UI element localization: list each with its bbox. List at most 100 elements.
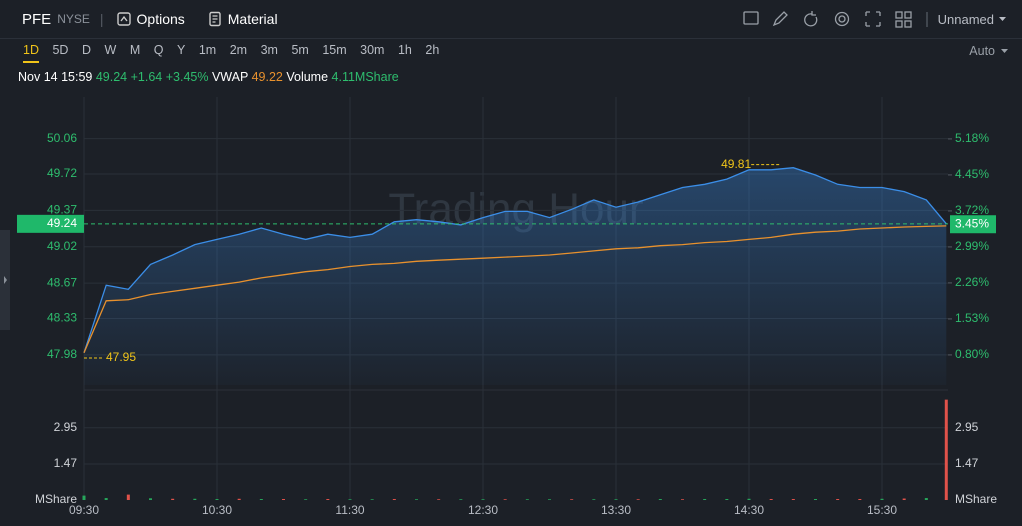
volume-bar xyxy=(703,499,707,500)
x-tick-label: 10:30 xyxy=(202,503,232,517)
line xyxy=(83,167,947,354)
tool-icons xyxy=(742,11,928,28)
volume-bar xyxy=(570,499,574,500)
timeframe-tab[interactable]: 1m xyxy=(198,43,217,57)
volume-bar xyxy=(725,499,729,500)
volume-bar xyxy=(924,498,928,500)
y2-tick-label: 1.53% xyxy=(955,311,989,325)
high-label: 49.81 xyxy=(721,157,751,171)
volume-bar xyxy=(525,499,529,500)
info-price: 49.24 xyxy=(95,70,128,84)
volume-bar xyxy=(326,499,330,500)
volume-bar xyxy=(459,499,463,500)
volume-bar xyxy=(836,499,840,500)
volume-bar xyxy=(614,499,618,500)
volume-tick-label: MShare xyxy=(35,492,77,506)
low-label: 47.95 xyxy=(106,350,136,364)
y2-tick-label: 0.80% xyxy=(955,347,989,361)
volume-bar xyxy=(592,499,596,500)
fullscreen-icon[interactable] xyxy=(864,11,881,27)
line xyxy=(83,225,947,354)
scale-mode[interactable]: Auto xyxy=(969,44,995,58)
timeframe-tab[interactable]: 2h xyxy=(425,43,440,57)
timeframe-tab[interactable]: Y xyxy=(176,43,186,57)
timeframe-bar: 1D 5D D W M Q Y 1m 2m 3m 5m 15m 30m 1h 2h Auto xyxy=(0,38,1022,64)
volume-bar xyxy=(104,498,108,500)
last-price-label: 49.24 xyxy=(47,216,77,230)
volume-bar xyxy=(348,499,352,500)
info-change-pct: +3.45% xyxy=(165,70,209,84)
volume-bar xyxy=(126,494,130,500)
x-tick-label: 12:30 xyxy=(468,503,498,517)
volume-bar xyxy=(658,499,662,500)
timeframe-tab[interactable]: 5m xyxy=(291,43,309,57)
x-tick-label: 15:30 xyxy=(867,503,897,517)
settings-icon[interactable] xyxy=(837,15,846,23)
volume-bar xyxy=(944,399,948,500)
volume-tick-label: 2.95 xyxy=(54,420,78,434)
volume-bar xyxy=(193,498,197,500)
info-volume-label: Volume xyxy=(286,70,329,84)
reset-icon[interactable] xyxy=(803,11,817,27)
options-icon xyxy=(116,12,131,26)
options-button[interactable]: Options xyxy=(136,11,185,27)
timeframe-tab[interactable]: 1D xyxy=(23,39,39,63)
x-tick-label: 13:30 xyxy=(601,503,631,517)
timeframe-tab[interactable]: 30m xyxy=(360,43,385,57)
timeframe-tab[interactable]: 1h xyxy=(397,43,412,57)
info-vwap: 49.22 xyxy=(251,70,283,84)
y2-tick-label: 2.99% xyxy=(955,239,989,253)
volume-bar xyxy=(880,498,884,500)
exchange: NYSE xyxy=(57,12,90,26)
layout-icon[interactable] xyxy=(894,11,903,19)
volume-bar xyxy=(237,498,241,500)
y-tick-label: 49.37 xyxy=(47,203,77,217)
timeframe-tabs: 1D 5D D W M Q Y 1m 2m 3m 5m 15m 30m 1h 2h xyxy=(23,39,453,63)
material-button[interactable]: Material xyxy=(227,11,278,27)
last-price-box xyxy=(17,214,84,233)
symbol[interactable]: PFE xyxy=(22,10,52,28)
y-tick-label: 49.72 xyxy=(47,166,77,180)
x-tick-label: 14:30 xyxy=(734,503,764,517)
volume-bar xyxy=(814,499,817,500)
draw-icon[interactable] xyxy=(772,11,788,27)
timeframe-tab[interactable]: D xyxy=(81,43,91,57)
x-tick-label: 11:30 xyxy=(335,503,364,517)
last-change-box xyxy=(950,215,996,234)
timeframe-tab[interactable]: M xyxy=(129,43,141,57)
volume-tick-label: 1.47 xyxy=(54,456,78,470)
volume-bar xyxy=(282,499,285,500)
y-tick-label: 47.98 xyxy=(47,347,77,361)
info-vwap-label: VWAP xyxy=(211,70,249,84)
timeframe-tab[interactable]: 5D xyxy=(52,43,69,57)
y2-tick-label: 3.72% xyxy=(955,203,989,217)
volume-bar xyxy=(149,498,152,500)
volume-bar xyxy=(548,499,551,500)
info-change: +1.64 xyxy=(130,70,163,84)
indicator-icon[interactable] xyxy=(742,11,759,25)
timeframe-tab[interactable]: Q xyxy=(153,43,164,57)
volume-bar xyxy=(437,499,441,500)
x-tick-label: 09:30 xyxy=(69,503,99,517)
y2-tick-label: 2.26% xyxy=(955,275,989,289)
volume-bar xyxy=(681,499,684,500)
volume-tick-label-right: MShare xyxy=(955,492,997,506)
timeframe-tab[interactable]: 3m xyxy=(260,43,278,57)
y2-tick-label: 4.45% xyxy=(955,167,989,181)
volume-tick-label-right: 1.47 xyxy=(955,456,979,470)
y-tick-label: 48.67 xyxy=(47,275,77,289)
last-change-label: 3.45% xyxy=(955,216,989,230)
volume-bar xyxy=(82,495,86,500)
y-tick-label: 48.33 xyxy=(47,311,77,325)
timeframe-tab[interactable]: 2m xyxy=(229,43,248,57)
volume-bar xyxy=(415,499,418,500)
y-tick-label: 49.02 xyxy=(47,239,77,253)
volume-bar xyxy=(304,499,308,500)
layout-name[interactable]: Unnamed xyxy=(937,11,994,27)
volume-bar xyxy=(215,499,219,500)
timeframe-tab[interactable]: 15m xyxy=(322,43,347,57)
timeframe-tab[interactable]: W xyxy=(104,43,117,57)
volume-bar xyxy=(259,499,263,500)
y-tick-label: 50.06 xyxy=(47,131,77,145)
